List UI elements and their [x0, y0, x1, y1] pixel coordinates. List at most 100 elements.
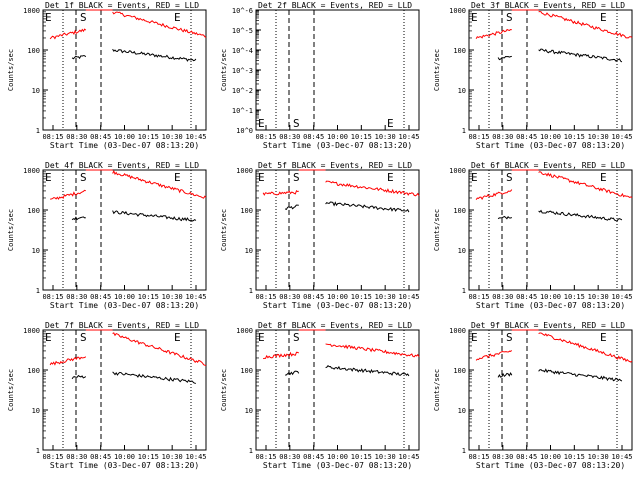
x-axis-label: Start Time (03-Dec-07 08:13:20) — [263, 301, 412, 310]
x-tick-label: 10:30 — [375, 133, 396, 141]
y-tick-label: 10 — [245, 407, 253, 415]
x-tick-label: 10:00 — [327, 453, 348, 461]
y-axis-label: Counts/sec — [7, 209, 15, 251]
y-tick-label: 1000 — [449, 7, 466, 15]
y-tick-label: 1 — [462, 287, 466, 295]
x-tick-label: 08:45 — [516, 453, 537, 461]
y-tick-label: 1000 — [449, 167, 466, 175]
x-tick-label: 10:00 — [540, 133, 561, 141]
x-tick-label: 10:15 — [351, 453, 372, 461]
y-axis-label: Counts/sec — [433, 209, 441, 251]
x-tick-label: 10:30 — [162, 133, 183, 141]
x-axis-label: Start Time (03-Dec-07 08:13:20) — [263, 141, 412, 150]
y-tick-label: 1000 — [23, 7, 40, 15]
panel-det-7: Det 7f BLACK = Events, RED = LLD 1 10 100 10… — [7, 321, 207, 470]
x-tick-label: 10:30 — [162, 453, 183, 461]
x-tick-label: 10:30 — [588, 293, 609, 301]
panel-det-5: Det 5f BLACK = Events, RED = LLD 1 10 100 10… — [220, 161, 420, 310]
x-axis-label: Start Time (03-Dec-07 08:13:20) — [476, 461, 625, 470]
lld-series-line — [49, 28, 87, 40]
y-tick-label: 100 — [453, 367, 466, 375]
x-tick-label: 10:45 — [611, 453, 632, 461]
x-tick-label: 08:15 — [42, 453, 63, 461]
x-tick-label: 10:00 — [114, 293, 135, 301]
x-tick-label: 08:45 — [303, 133, 324, 141]
events-series-line — [325, 201, 410, 213]
events-series-line — [538, 209, 623, 222]
x-tick-label: 08:45 — [516, 133, 537, 141]
x-tick-label: 10:00 — [327, 133, 348, 141]
y-axis-label: Counts/sec — [7, 369, 15, 411]
events-series-line — [112, 371, 196, 384]
y-tick-label: 1000 — [236, 327, 253, 335]
x-tick-label: 08:15 — [42, 133, 63, 141]
lld-series-line — [325, 180, 420, 197]
interval-marker: S — [293, 171, 300, 184]
x-tick-label: 08:15 — [255, 133, 276, 141]
interval-marker: E — [471, 171, 478, 184]
lld-series-line — [475, 28, 512, 40]
x-tick-label: 10:00 — [114, 133, 135, 141]
interval-marker: S — [293, 117, 300, 130]
interval-marker: E — [45, 171, 52, 184]
panel-title: Det 1f BLACK = Events, RED = LLD — [45, 1, 199, 10]
y-tick-label: 100 — [453, 207, 466, 215]
interval-marker: S — [293, 331, 300, 344]
x-tick-label: 10:45 — [611, 133, 632, 141]
interval-marker: E — [174, 11, 181, 24]
events-series-line — [112, 210, 197, 222]
panel-title: Det 9f BLACK = Events, RED = LLD — [471, 321, 625, 330]
x-tick-label: 10:30 — [162, 293, 183, 301]
x-tick-label: 08:15 — [42, 293, 63, 301]
x-tick-label: 10:15 — [138, 453, 159, 461]
interval-marker: E — [45, 331, 52, 344]
panel-title: Det 3f BLACK = Events, RED = LLD — [471, 1, 625, 10]
x-tick-label: 10:00 — [540, 453, 561, 461]
x-tick-label: 10:45 — [611, 293, 632, 301]
x-tick-label: 10:30 — [588, 453, 609, 461]
y-tick-label: 10 — [458, 87, 466, 95]
y-tick-label: 100 — [453, 47, 466, 55]
y-tick-label: 100 — [27, 367, 40, 375]
y-tick-label: 1 — [462, 127, 466, 135]
interval-marker: E — [600, 331, 607, 344]
x-tick-label: 10:15 — [351, 133, 372, 141]
x-tick-label: 10:15 — [138, 293, 159, 301]
y-tick-label: 10^-6 — [232, 7, 253, 15]
panel-title: Det 6f BLACK = Events, RED = LLD — [471, 161, 625, 170]
lld-series-line — [112, 169, 207, 199]
interval-marker: S — [506, 331, 513, 344]
events-series-line — [538, 368, 623, 382]
x-tick-label: 10:45 — [185, 293, 206, 301]
x-tick-label: 08:30 — [279, 293, 300, 301]
y-tick-label: 1 — [249, 447, 253, 455]
y-tick-label: 10^-4 — [232, 47, 253, 55]
x-tick-label: 08:15 — [468, 453, 489, 461]
events-series-line — [325, 365, 410, 377]
y-tick-label: 1000 — [236, 167, 253, 175]
interval-marker: S — [506, 11, 513, 24]
lld-series-line — [262, 190, 299, 196]
interval-marker: E — [174, 331, 181, 344]
x-tick-label: 08:45 — [90, 133, 111, 141]
interval-marker: S — [506, 171, 513, 184]
y-tick-label: 1000 — [23, 327, 40, 335]
y-tick-label: 10 — [458, 247, 466, 255]
events-series-line — [497, 215, 512, 220]
x-tick-label: 08:30 — [279, 453, 300, 461]
x-tick-label: 10:00 — [114, 453, 135, 461]
x-tick-label: 10:15 — [564, 133, 585, 141]
x-tick-label: 08:30 — [492, 293, 513, 301]
interval-marker: E — [258, 171, 265, 184]
x-tick-label: 08:30 — [66, 293, 87, 301]
interval-marker: S — [80, 171, 87, 184]
panel-det-1: Det 1f BLACK = Events, RED = LLD 1 10 100 10… — [7, 1, 207, 150]
y-tick-label: 1 — [36, 287, 40, 295]
interval-marker: E — [387, 331, 394, 344]
lld-series-line — [538, 171, 633, 198]
interval-marker: E — [258, 331, 265, 344]
interval-marker: E — [471, 331, 478, 344]
x-tick-label: 10:00 — [540, 293, 561, 301]
y-tick-label: 1 — [36, 447, 40, 455]
